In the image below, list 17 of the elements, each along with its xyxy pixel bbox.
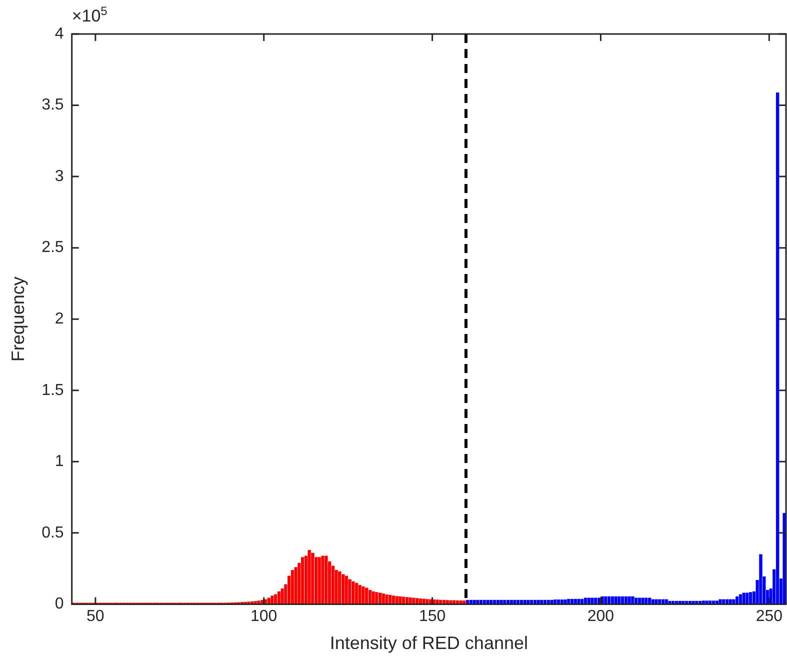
y-axis-title: Frequency	[8, 276, 28, 362]
y-tick-label: 1.5	[42, 382, 64, 399]
x-tick-label: 150	[418, 608, 446, 626]
y-tick-label: 2	[54, 310, 64, 328]
y-tick-label: 2.5	[42, 239, 64, 256]
x-tick-label: 50	[86, 608, 104, 626]
y-tick-label: 1	[54, 453, 64, 470]
x-tick-label: 100	[250, 608, 278, 626]
y-tick-label: 3	[54, 168, 64, 185]
x-axis-title: Intensity of RED channel	[330, 633, 528, 654]
y-tick-label: 0	[54, 596, 64, 613]
y-tick-label: 3.5	[42, 96, 64, 114]
x-tick-label: 250	[756, 608, 783, 626]
y-tick-label: 4	[54, 25, 64, 42]
y-tick-label: 0.5	[42, 524, 64, 542]
x-tick-label: 200	[587, 608, 614, 626]
text: ×10$^{5}$	[72, 4, 108, 27]
